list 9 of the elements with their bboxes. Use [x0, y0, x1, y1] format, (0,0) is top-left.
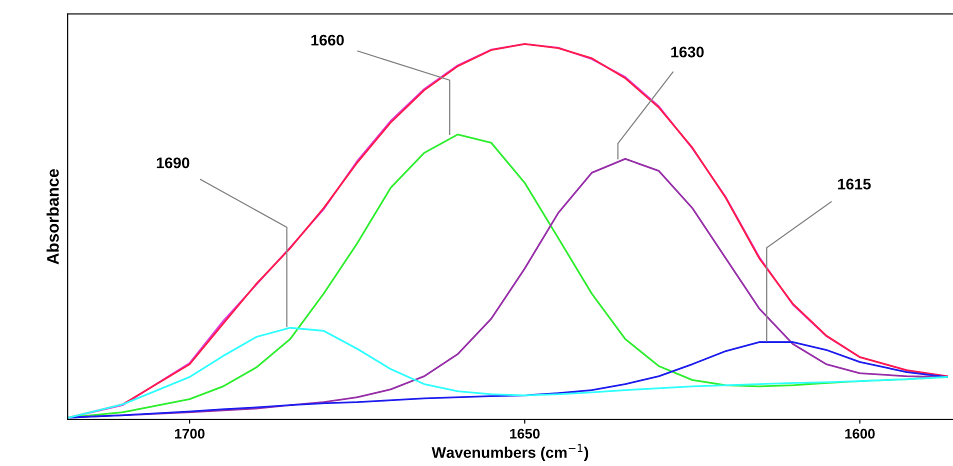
y-axis-title: Absorbance [46, 169, 59, 264]
x-tick-label: 1700 [175, 428, 205, 439]
annotation: 1690 [156, 157, 190, 168]
x-tick-label: 1650 [510, 428, 540, 439]
annotation: 1630 [671, 46, 704, 58]
x-tick-label: 1600 [845, 428, 875, 439]
annotation: 1615 [838, 178, 871, 190]
annotation: 1660 [311, 34, 344, 46]
x-axis-title: Wavenumbers (cm$^{−1}$) [432, 444, 588, 461]
